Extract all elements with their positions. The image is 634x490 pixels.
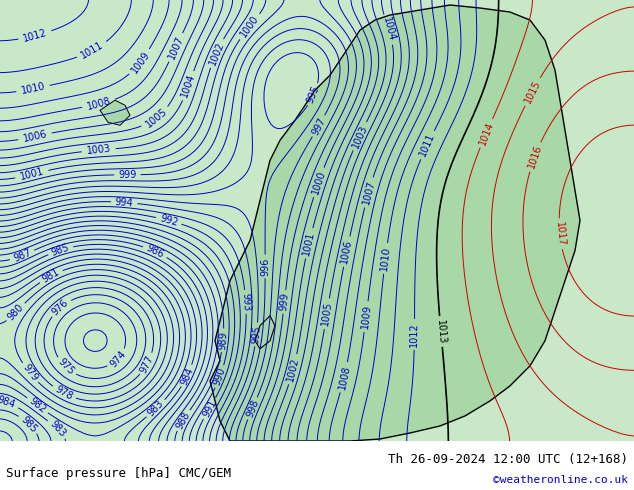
- Text: 1013: 1013: [435, 319, 447, 344]
- Text: 1015: 1015: [522, 78, 542, 105]
- Polygon shape: [100, 100, 130, 125]
- Text: 998: 998: [245, 398, 261, 419]
- Text: 976: 976: [50, 297, 71, 318]
- Bar: [0, 441, 634, 490]
- Text: 983: 983: [48, 419, 67, 439]
- Text: 981: 981: [41, 267, 61, 285]
- Text: 979: 979: [20, 363, 39, 383]
- Text: 995: 995: [250, 325, 262, 344]
- Text: 1006: 1006: [339, 239, 354, 265]
- Text: 1003: 1003: [350, 123, 369, 149]
- Text: 986: 986: [145, 243, 165, 260]
- Text: 1007: 1007: [166, 34, 185, 61]
- Text: 987: 987: [12, 247, 33, 264]
- Text: 984: 984: [0, 395, 16, 411]
- Text: 1004: 1004: [381, 17, 397, 43]
- Text: 1007: 1007: [361, 179, 377, 205]
- Text: 990: 990: [212, 367, 228, 387]
- Text: 1008: 1008: [86, 96, 112, 112]
- Text: 1009: 1009: [129, 49, 152, 75]
- Text: 983: 983: [146, 398, 166, 418]
- Text: 999: 999: [278, 292, 290, 312]
- Text: 1004: 1004: [180, 73, 197, 99]
- Text: 1011: 1011: [418, 132, 437, 158]
- Text: Th 26-09-2024 12:00 UTC (12+168): Th 26-09-2024 12:00 UTC (12+168): [387, 452, 628, 466]
- Text: 1010: 1010: [379, 245, 392, 271]
- Text: 985: 985: [50, 243, 71, 258]
- Text: 978: 978: [53, 384, 74, 402]
- Text: 1012: 1012: [410, 322, 420, 347]
- Text: 1000: 1000: [238, 14, 261, 40]
- Text: ©weatheronline.co.uk: ©weatheronline.co.uk: [493, 475, 628, 485]
- Text: 1002: 1002: [207, 40, 226, 67]
- Text: 1003: 1003: [86, 144, 112, 156]
- Text: 993: 993: [240, 293, 251, 311]
- Text: 1005: 1005: [320, 301, 333, 327]
- Polygon shape: [210, 5, 580, 441]
- Text: 1006: 1006: [22, 129, 48, 144]
- Text: 999: 999: [118, 170, 137, 180]
- Text: 1002: 1002: [285, 356, 301, 382]
- Text: 991: 991: [201, 398, 218, 419]
- Text: 989: 989: [217, 331, 229, 350]
- Text: 992: 992: [158, 213, 179, 228]
- Text: 1000: 1000: [310, 169, 327, 196]
- Text: 994: 994: [115, 196, 134, 208]
- Text: 985: 985: [18, 414, 39, 434]
- Text: 988: 988: [174, 410, 192, 431]
- Text: 1010: 1010: [20, 81, 46, 96]
- Text: 996: 996: [260, 257, 270, 275]
- Text: 977: 977: [138, 353, 156, 375]
- Text: 997: 997: [310, 116, 327, 137]
- Polygon shape: [255, 316, 275, 349]
- Text: 984: 984: [179, 366, 195, 386]
- Text: 1014: 1014: [477, 120, 495, 147]
- Text: 995: 995: [306, 84, 322, 105]
- Text: 1016: 1016: [526, 144, 543, 170]
- Text: 1008: 1008: [337, 364, 351, 391]
- Text: 1017: 1017: [553, 221, 566, 246]
- Text: 982: 982: [27, 396, 48, 415]
- Text: 974: 974: [108, 348, 127, 369]
- Text: 975: 975: [55, 357, 75, 377]
- Text: 1001: 1001: [19, 167, 45, 182]
- Text: Surface pressure [hPa] CMC/GEM: Surface pressure [hPa] CMC/GEM: [6, 467, 231, 480]
- Text: 1005: 1005: [143, 106, 169, 130]
- Text: 1009: 1009: [359, 304, 372, 329]
- Text: 1012: 1012: [22, 27, 48, 44]
- Text: 980: 980: [6, 302, 26, 322]
- Text: 1001: 1001: [302, 230, 316, 256]
- Text: 1011: 1011: [79, 40, 105, 61]
